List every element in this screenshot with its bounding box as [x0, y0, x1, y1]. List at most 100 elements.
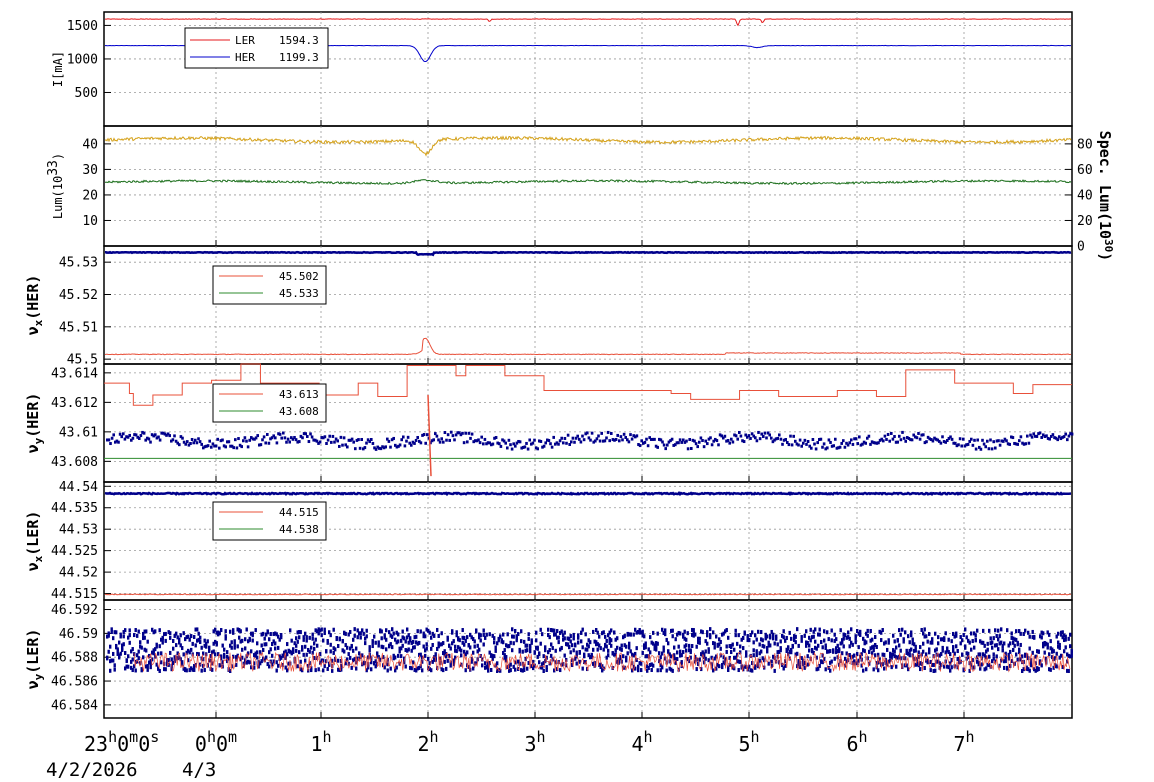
scatter-point: [646, 664, 649, 669]
scatter-point: [709, 436, 712, 440]
scatter-point: [422, 631, 425, 636]
scatter-point: [210, 445, 213, 449]
scatter-point: [853, 653, 856, 658]
scatter-point: [1064, 645, 1067, 650]
scatter-point: [854, 636, 857, 641]
scatter-point: [459, 433, 463, 437]
scatter-point: [1006, 665, 1009, 670]
scatter-point: [817, 643, 820, 648]
scatter-point: [510, 447, 514, 451]
scatter-point: [1049, 646, 1052, 651]
scatter-point: [1026, 434, 1029, 438]
scatter-point: [554, 442, 557, 446]
y-tick-label: 46.592: [51, 603, 98, 618]
scatter-point: [622, 635, 625, 640]
scatter-point: [443, 431, 447, 435]
scatter-point: [172, 661, 175, 666]
scatter-point: [424, 648, 427, 653]
y-tick-label: 44.52: [59, 566, 98, 581]
scatter-point: [734, 655, 737, 660]
scatter-point: [215, 630, 218, 635]
scatter-point: [824, 667, 827, 672]
scatter-point: [110, 658, 113, 663]
legend-value: 45.502: [279, 270, 319, 283]
scatter-point: [760, 637, 763, 642]
scatter-point: [620, 643, 623, 648]
scatter-point: [1038, 431, 1042, 435]
scatter-point: [338, 668, 341, 673]
scatter-point: [114, 440, 117, 444]
scatter-point: [294, 438, 298, 442]
scatter-point: [995, 654, 998, 659]
scatter-point: [328, 434, 331, 438]
scatter-point: [139, 640, 142, 645]
scatter-point: [847, 630, 850, 635]
y-tick-label: 44.535: [51, 501, 98, 516]
scatter-point: [421, 655, 424, 660]
scatter-point: [523, 445, 527, 449]
scatter-point: [979, 639, 982, 644]
scatter-point: [254, 653, 257, 658]
scatter-point: [380, 629, 383, 634]
scatter-point: [193, 664, 196, 669]
scatter-point: [1022, 631, 1025, 636]
scatter-point: [1007, 643, 1010, 648]
scatter-point: [448, 653, 451, 658]
scatter-point: [1015, 652, 1018, 657]
scatter-point: [547, 627, 550, 632]
scatter-point: [544, 441, 547, 445]
scatter-point: [506, 446, 509, 450]
scatter-point: [761, 643, 764, 648]
scatter-point: [380, 644, 383, 649]
scatter-point: [836, 649, 839, 654]
scatter-point: [638, 628, 641, 633]
scatter-point: [998, 634, 1001, 639]
scatter-point: [1042, 644, 1045, 649]
legend-value: 1594.3: [279, 34, 319, 47]
scatter-point: [365, 441, 368, 445]
scatter-point: [920, 433, 923, 437]
scatter-point: [939, 441, 943, 445]
scatter-point: [818, 627, 821, 632]
scatter-point: [644, 641, 647, 646]
scatter-point: [712, 439, 715, 443]
scatter-point: [691, 627, 694, 632]
scatter-point: [977, 660, 980, 665]
scatter-point: [943, 636, 946, 641]
scatter-point: [857, 645, 860, 650]
scatter-point: [238, 635, 241, 640]
scatter-point: [692, 631, 695, 636]
scatter-point: [829, 649, 832, 654]
scatter-point: [715, 666, 718, 671]
scatter-point: [404, 664, 407, 669]
scatter-point: [313, 641, 316, 646]
scatter-point: [134, 668, 137, 673]
scatter-point: [440, 642, 443, 647]
scatter-point: [443, 659, 446, 664]
scatter-point: [440, 437, 443, 441]
scatter-point: [298, 650, 301, 655]
scatter-point: [599, 662, 602, 667]
scatter-point: [424, 441, 427, 445]
scatter-point: [145, 629, 148, 634]
scatter-point: [624, 435, 627, 439]
scatter-point: [481, 657, 484, 662]
scatter-point: [312, 438, 315, 442]
scatter-point: [523, 663, 526, 668]
scatter-point: [991, 645, 994, 650]
scatter-point: [395, 445, 399, 449]
scatter-point: [637, 664, 640, 669]
scatter-point: [671, 628, 674, 633]
scatter-point: [320, 627, 323, 632]
scatter-point: [966, 442, 970, 446]
scatter-point: [776, 642, 779, 647]
scatter-point: [808, 648, 811, 653]
series-red-spike: [427, 394, 432, 477]
scatter-point: [424, 634, 427, 639]
scatter-point: [568, 645, 571, 650]
scatter-point: [1057, 631, 1060, 636]
scatter-point: [959, 635, 962, 640]
scatter-point: [268, 664, 271, 669]
scatter-point: [685, 643, 688, 648]
scatter-point: [274, 646, 277, 651]
